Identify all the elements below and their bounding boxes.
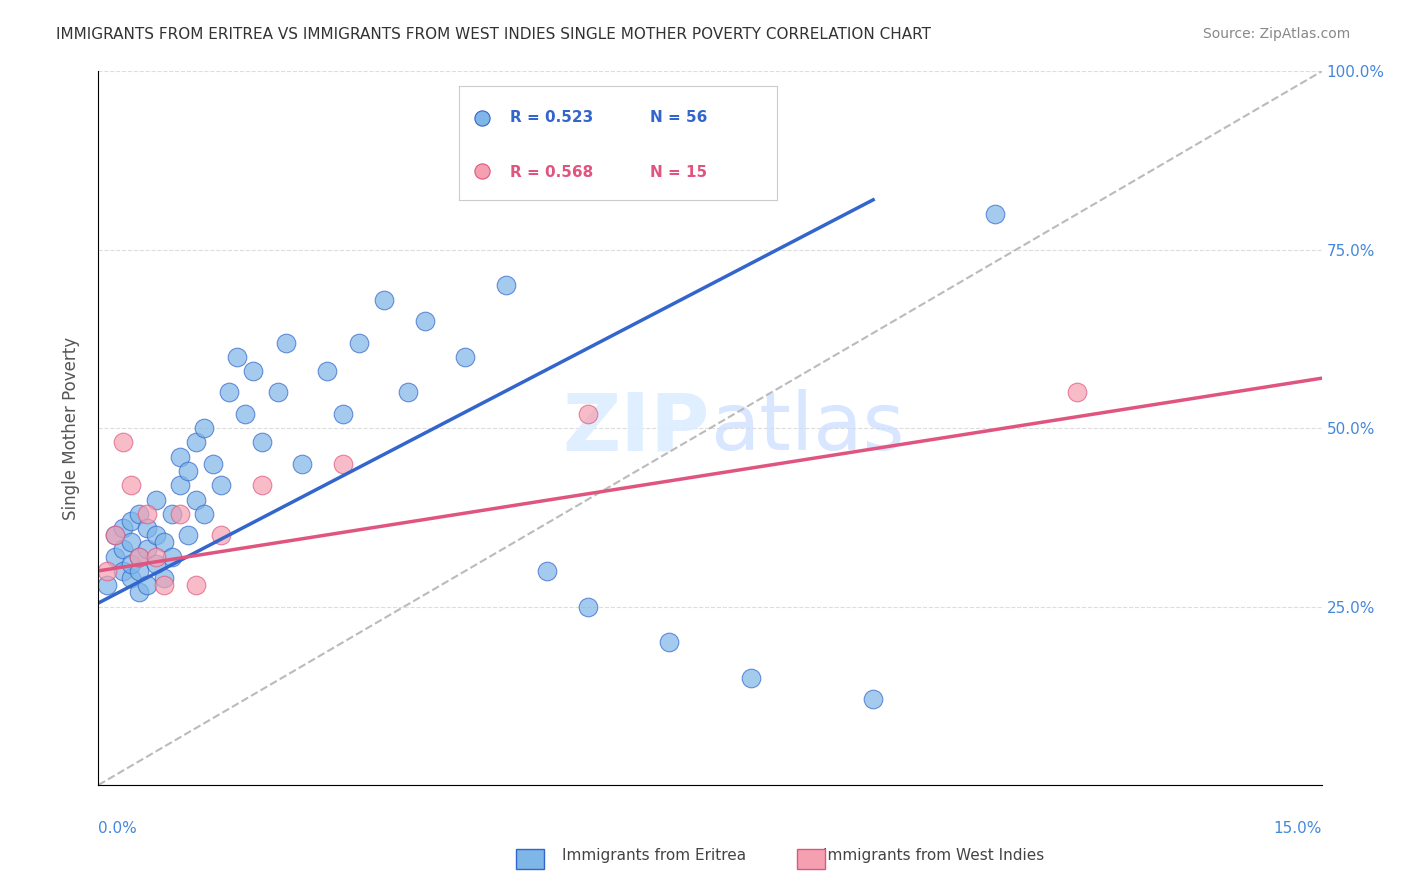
Point (145, 492, 167, 507)
Point (104, 549, 127, 564)
Point (152, 571, 174, 585)
Point (267, 385, 290, 400)
Point (177, 528, 200, 542)
Point (1066, 385, 1088, 400)
Point (186, 492, 208, 507)
Point (373, 293, 395, 307)
Text: ZIP: ZIP (562, 389, 710, 467)
Point (332, 407, 354, 421)
Point (576, 407, 599, 421)
Point (111, 521, 134, 535)
Point (201, 457, 224, 471)
Point (160, 549, 183, 564)
Point (145, 549, 167, 564)
Point (226, 350, 249, 364)
Point (658, 635, 681, 649)
Point (128, 564, 150, 578)
Point (209, 478, 232, 492)
Point (128, 507, 150, 521)
Point (111, 564, 134, 578)
Point (160, 507, 183, 521)
Point (740, 671, 762, 685)
Point (152, 535, 174, 549)
Point (136, 578, 159, 592)
Point (152, 578, 174, 592)
Point (128, 549, 150, 564)
Point (120, 557, 142, 571)
Point (315, 364, 337, 378)
Point (536, 564, 558, 578)
Point (984, 207, 1007, 221)
Point (186, 435, 208, 450)
Text: 0.0%: 0.0% (98, 821, 138, 836)
Point (136, 521, 159, 535)
Point (120, 478, 142, 492)
Point (96, 578, 118, 592)
Point (193, 421, 215, 435)
Point (177, 464, 200, 478)
Point (169, 450, 191, 464)
Point (274, 335, 297, 350)
Point (332, 457, 354, 471)
Text: 15.0%: 15.0% (1274, 821, 1322, 836)
Point (120, 514, 142, 528)
Point (96, 564, 118, 578)
Point (145, 557, 167, 571)
Point (454, 350, 477, 364)
Point (495, 278, 517, 293)
Text: Immigrants from Eritrea: Immigrants from Eritrea (562, 848, 747, 863)
Text: Source: ZipAtlas.com: Source: ZipAtlas.com (1202, 27, 1350, 41)
Point (193, 507, 215, 521)
Point (233, 407, 256, 421)
Point (250, 435, 273, 450)
Point (128, 585, 150, 599)
Point (104, 528, 127, 542)
Point (250, 478, 273, 492)
Point (209, 528, 232, 542)
Point (111, 542, 134, 557)
Point (218, 385, 240, 400)
Point (349, 335, 371, 350)
Point (145, 528, 167, 542)
Point (242, 364, 264, 378)
Point (136, 542, 159, 557)
Text: Immigrants from West Indies: Immigrants from West Indies (823, 848, 1043, 863)
Point (413, 314, 436, 328)
Point (128, 549, 150, 564)
Point (862, 692, 884, 706)
Point (169, 478, 191, 492)
Text: IMMIGRANTS FROM ERITREA VS IMMIGRANTS FROM WEST INDIES SINGLE MOTHER POVERTY COR: IMMIGRANTS FROM ERITREA VS IMMIGRANTS FR… (56, 27, 931, 42)
Point (120, 571, 142, 585)
Point (104, 528, 127, 542)
Point (576, 599, 599, 614)
Point (396, 385, 419, 400)
Point (291, 457, 314, 471)
Point (186, 578, 208, 592)
Point (169, 507, 191, 521)
Point (136, 507, 159, 521)
Text: atlas: atlas (710, 389, 904, 467)
Y-axis label: Single Mother Poverty: Single Mother Poverty (62, 336, 80, 520)
Point (120, 535, 142, 549)
Point (111, 435, 134, 450)
